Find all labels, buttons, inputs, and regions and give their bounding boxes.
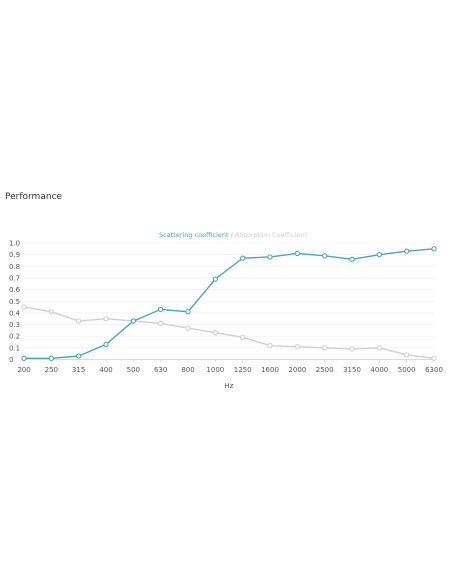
x-tick-label: 400 [99,366,112,374]
data-point[interactable] [76,318,82,324]
legend-item-absorption[interactable]: Absorption Coefficient [235,231,308,239]
x-tick-label: 2000 [288,366,306,374]
data-point[interactable] [349,346,355,352]
x-tick-label: 2500 [316,366,334,374]
data-point[interactable] [294,344,300,350]
data-point[interactable] [404,248,410,254]
data-point[interactable] [431,246,437,252]
series-scattering [21,246,437,361]
x-tick-label: 1600 [261,366,279,374]
data-point[interactable] [130,318,136,324]
legend-item-scattering[interactable]: Scattering coefficient [159,231,229,239]
data-point[interactable] [185,309,191,315]
series-line [24,248,435,360]
data-point[interactable] [103,341,109,348]
data-point[interactable] [212,276,218,282]
data-point[interactable] [267,254,273,260]
data-point[interactable] [76,353,82,359]
section-title: Performance [5,192,63,202]
x-tick-label: 315 [72,366,85,374]
series-absorption [21,304,437,361]
y-tick-label: 0.1 [9,344,20,352]
y-tick-label: 0.3 [9,321,20,329]
data-point[interactable] [21,355,27,361]
data-point[interactable] [267,342,273,349]
x-tick-labels: 200 250 315 400 500 630 800 1000 1250 1600 2000 250… [17,366,443,374]
x-tick-label: 3150 [343,366,361,374]
x-tick-label: 500 [127,366,140,374]
data-point[interactable] [212,330,218,336]
data-point[interactable] [48,309,54,315]
x-tick-label: 800 [181,366,194,374]
data-point[interactable] [48,355,54,361]
y-tick-label: 0.5 [9,298,20,306]
data-point[interactable] [240,334,246,341]
data-point[interactable] [431,355,437,361]
series-layer [21,246,437,361]
x-tick-label: 4000 [370,366,388,374]
x-tick-label: 6300 [425,366,443,374]
y-tick-label: 0.7 [9,274,20,282]
data-point[interactable] [294,250,300,257]
data-point[interactable] [404,352,410,358]
x-tick-label: 1250 [234,366,252,374]
x-tick-label: 630 [154,366,167,374]
legend-separator: / [229,231,235,239]
y-tick-label: 0.8 [9,263,20,271]
x-tick-label: 250 [45,366,58,374]
x-axis [23,359,435,363]
data-point[interactable] [240,255,246,261]
y-tick-label: 0.2 [9,333,20,341]
y-tick-label: 0 [9,356,13,364]
y-axis: 0 0.1 0.2 0.3 0.4 0.5 0.6 0.7 0.8 0.9 1.0 [9,240,21,365]
x-tick-label: 200 [17,366,30,374]
y-tick-label: 0.4 [9,309,21,317]
x-tick-label: 1000 [206,366,224,374]
data-point[interactable] [322,345,328,351]
series-line [23,306,435,360]
data-point[interactable] [322,253,328,259]
data-point[interactable] [376,251,382,258]
y-tick-label: 0.6 [9,286,21,294]
y-tick-label: 0.9 [9,251,20,259]
data-point[interactable] [349,256,355,262]
data-point[interactable] [103,316,109,322]
x-axis-label: Hz [225,382,234,390]
data-point[interactable] [158,306,164,313]
data-point[interactable] [376,345,382,351]
y-tick-label: 1.0 [9,240,20,248]
data-point[interactable] [21,304,27,310]
legend: Scattering coefficient / Absorption Coef… [159,231,307,239]
gridlines [24,242,434,349]
x-tick-label: 5000 [398,366,416,374]
data-point[interactable] [185,325,191,331]
data-point[interactable] [158,320,164,327]
